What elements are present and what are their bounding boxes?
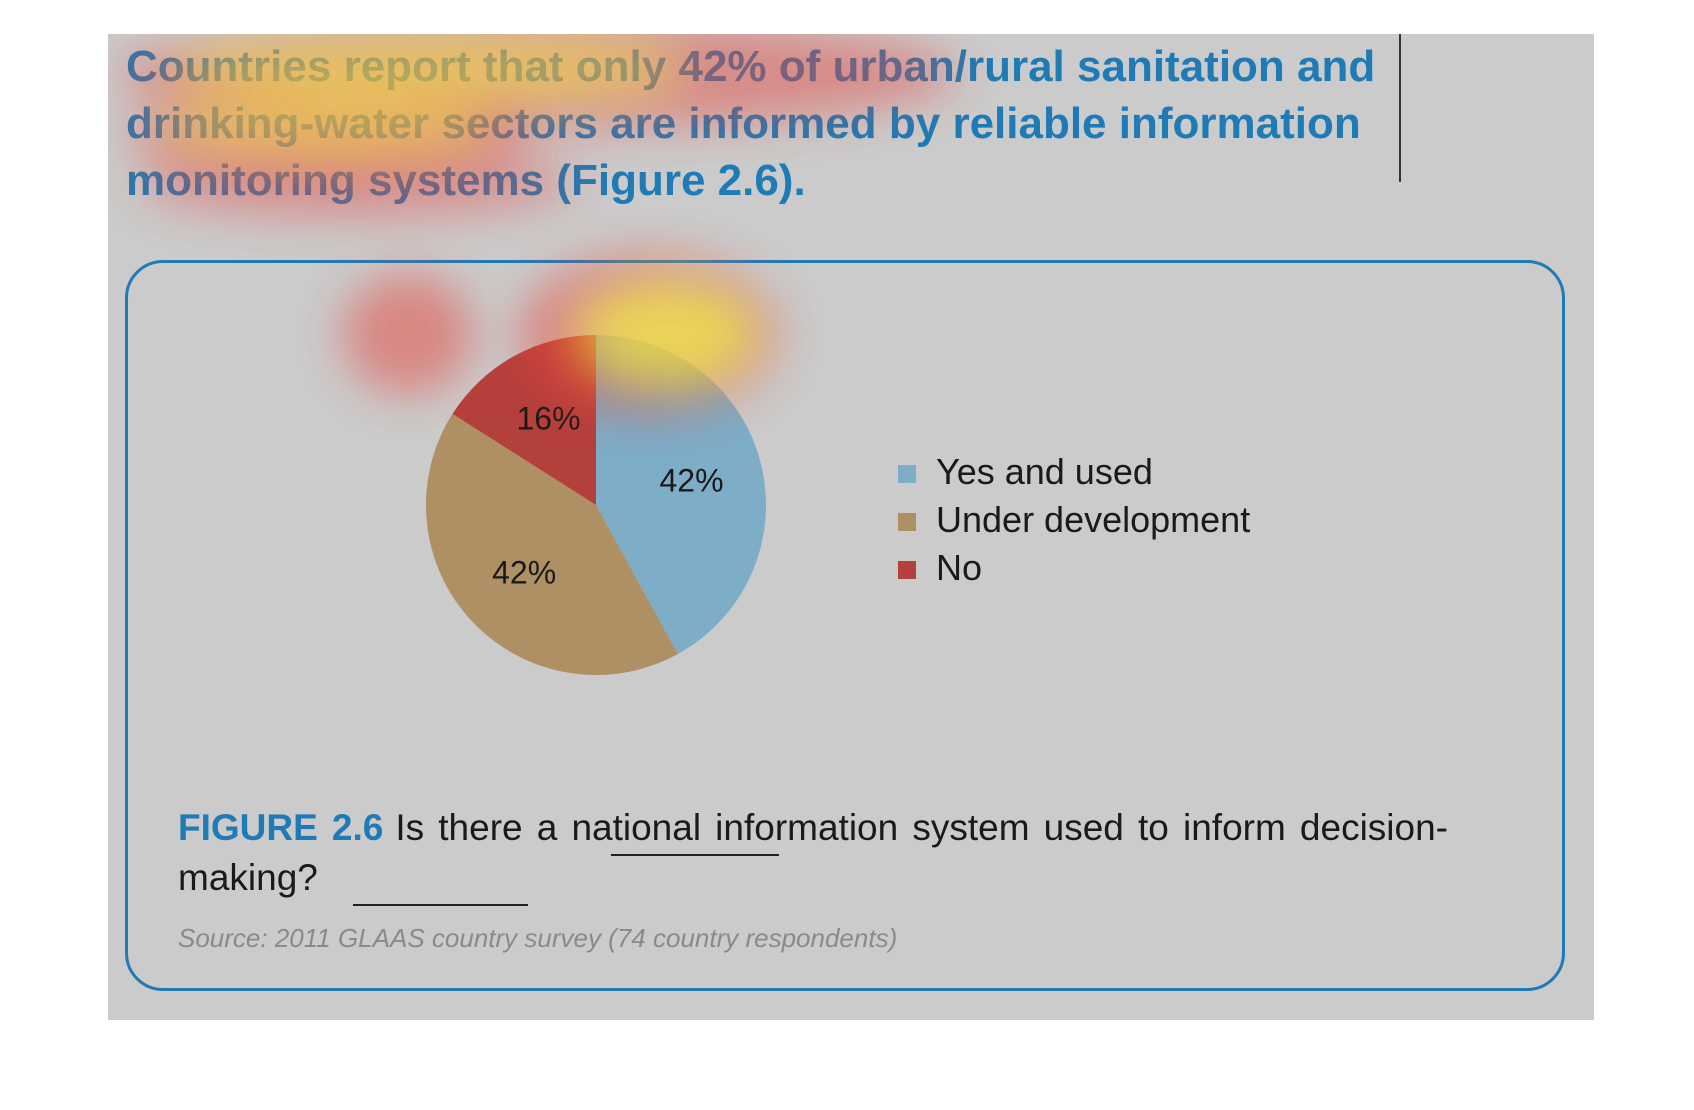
figure-caption-text: Is there a national information system u… [178,807,1448,898]
pie-slice-under-development [425,413,678,676]
caption-underline-1 [611,854,779,856]
pie-label-yes: 42% [659,462,723,498]
figure-panel: 42% 42% 16% Yes and used Under development… [125,260,1565,991]
legend-label-under-development: Under development [936,499,1251,540]
caption-underline-2 [353,904,528,906]
pie-slice-yes [596,335,767,654]
figure-label: FIGURE 2.6 [178,807,384,848]
pie-label-under-development: 42% [492,554,556,590]
figure-caption: FIGURE 2.6 Is there a national informatio… [178,803,1448,903]
legend-label-yes: Yes and used [936,451,1153,492]
slide: Countries report that only 42% of urban/… [108,34,1594,1020]
pie-chart: 42% 42% 16% [425,335,767,676]
legend-swatch-no [898,561,916,579]
legend-swatch-under-development [898,513,916,531]
headline: Countries report that only 42% of urban/… [126,42,1376,205]
text-cursor [1399,34,1401,182]
legend-swatch-yes [898,465,916,483]
legend-label-no: No [936,547,983,588]
pie-label-no: 16% [516,401,580,437]
figure-source: Source: 2011 GLAAS country survey (74 co… [178,923,898,953]
